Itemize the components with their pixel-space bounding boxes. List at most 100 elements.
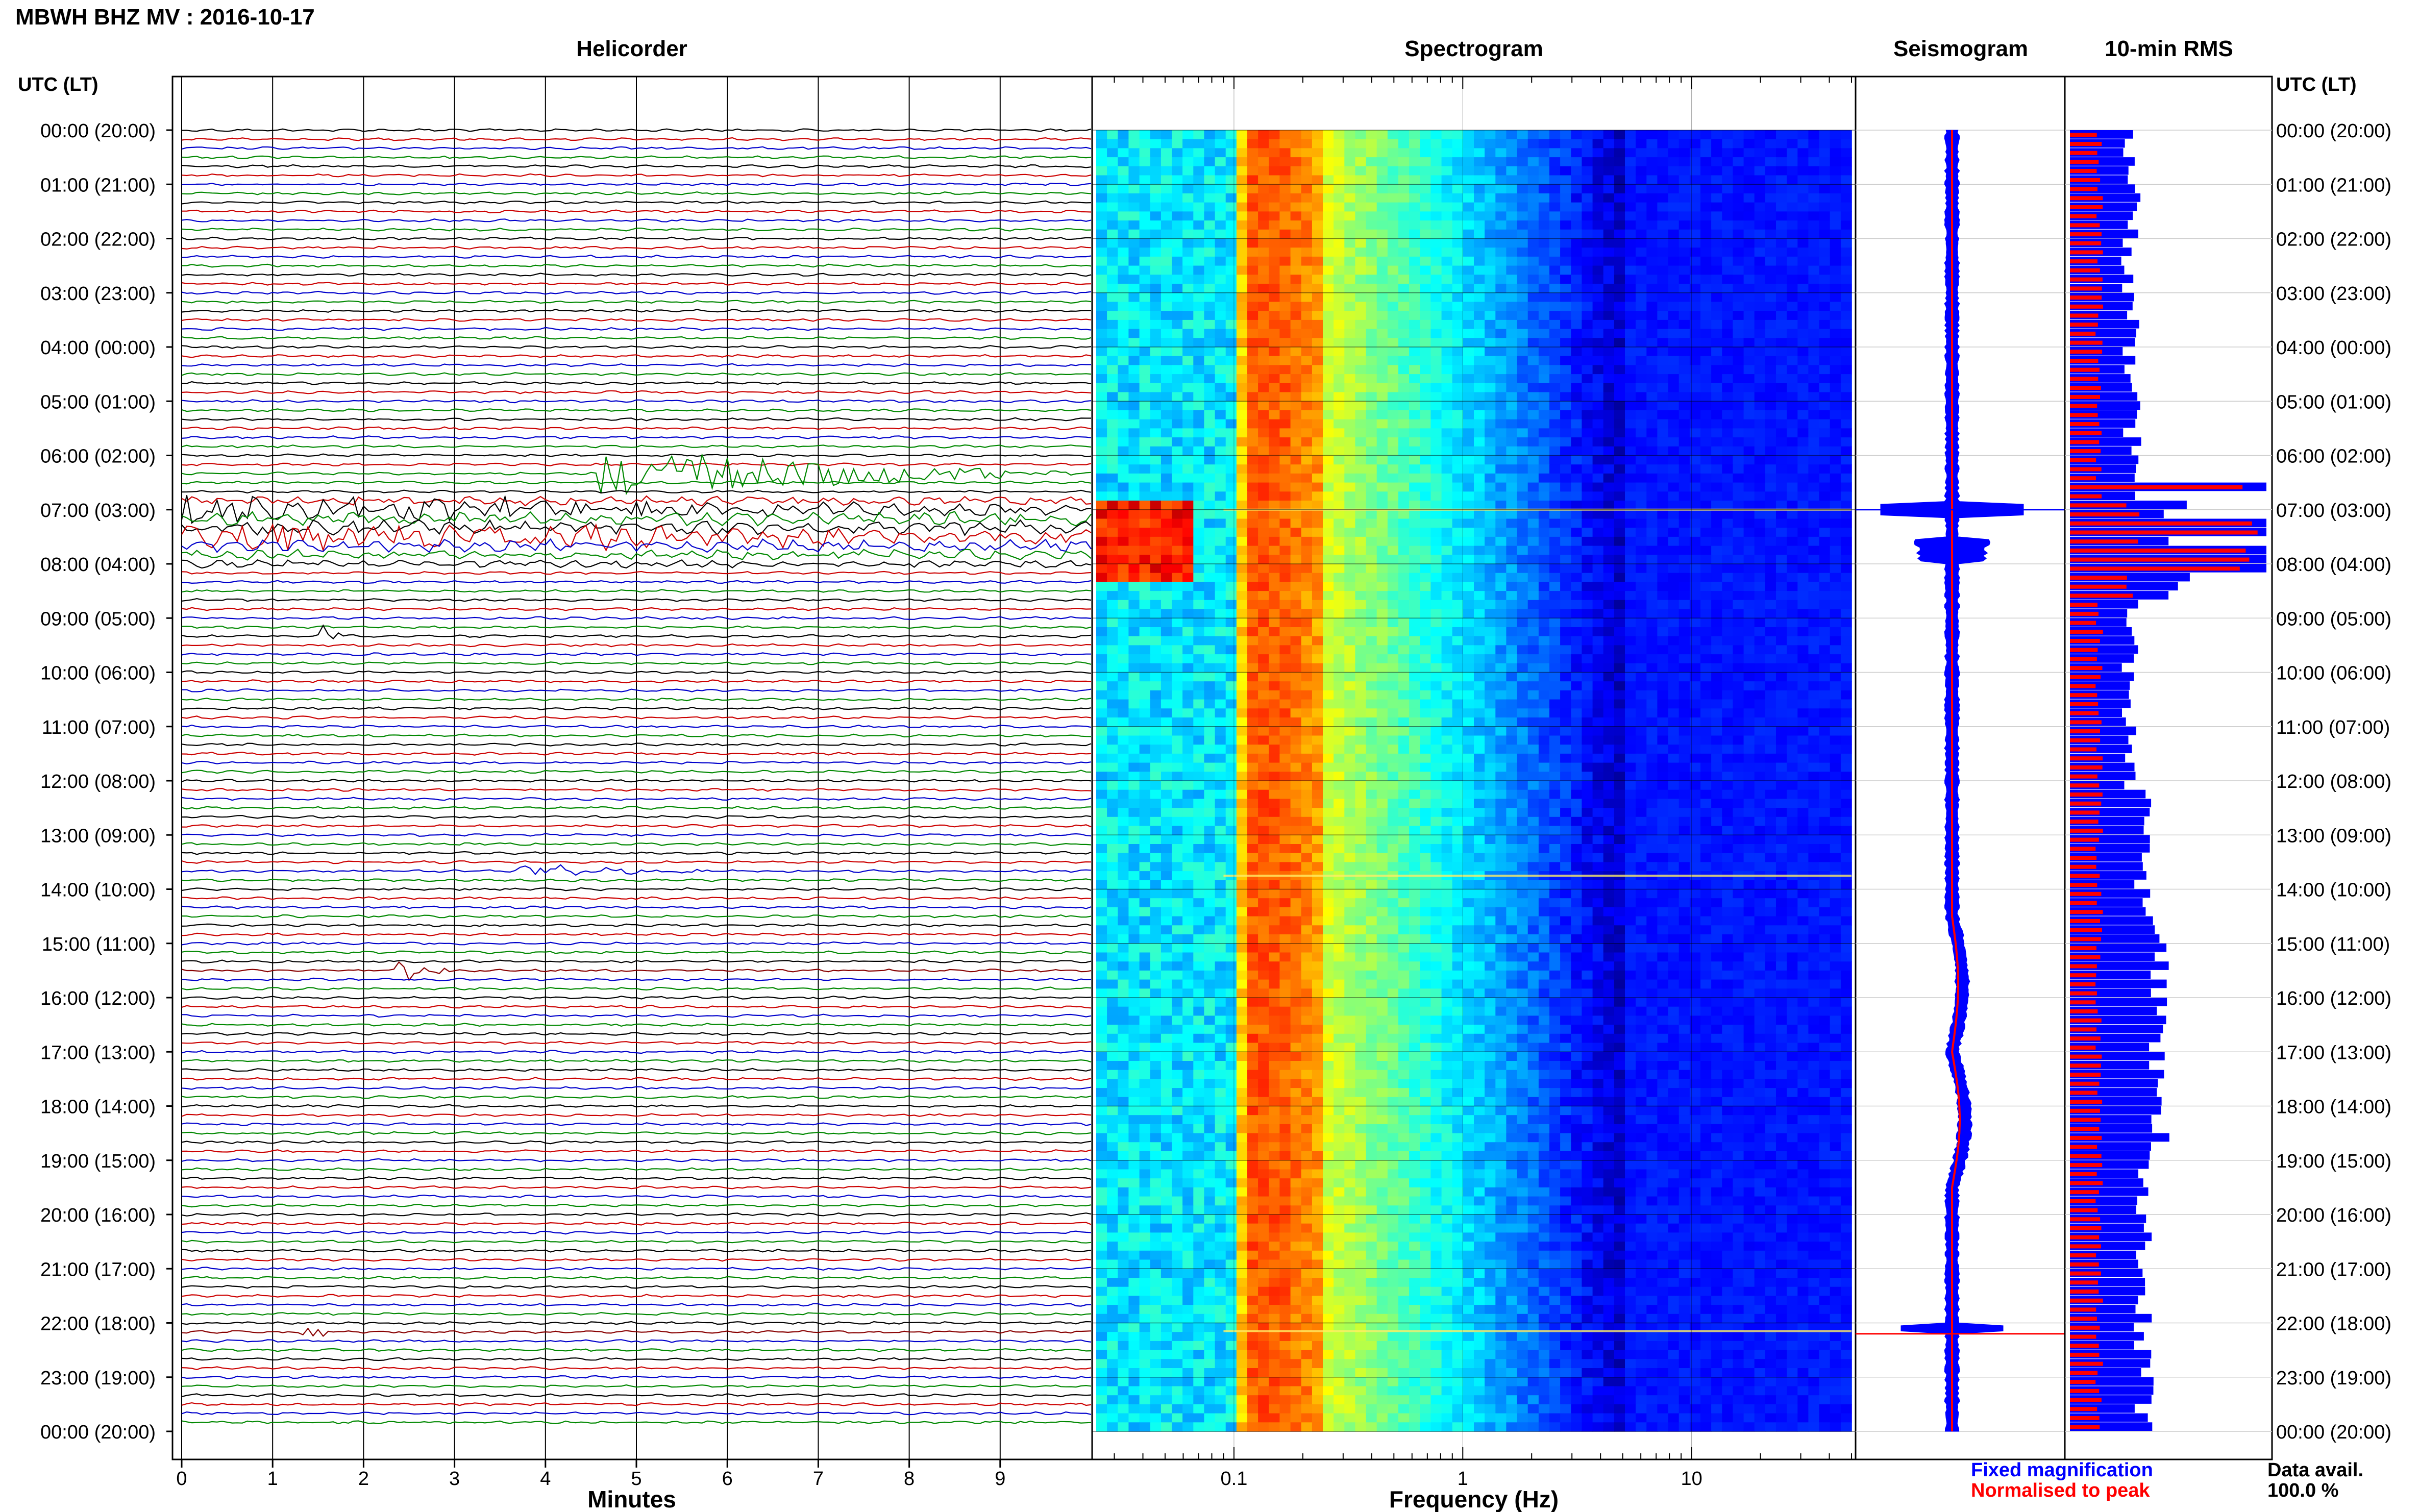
spectrogram-cell [1743,347,1755,357]
spectrogram-cell [1679,708,1690,718]
spectrogram-cell [1312,464,1323,474]
spectrogram-cell [1517,338,1528,348]
spectrogram-cell [1128,220,1140,230]
spectrogram-cell [1538,582,1550,591]
spectrogram-cell [1376,175,1388,185]
spectrogram-cell [1776,546,1787,555]
spectrogram-cell [1204,157,1216,167]
spectrogram-cell [1840,582,1852,591]
spectrogram-cell [1420,202,1431,212]
spectrogram-cell [1107,645,1118,655]
spectrogram-cell [1279,175,1291,185]
spectrogram-cell [1150,518,1162,528]
spectrogram-cell [1182,645,1194,655]
spectrogram-cell [1096,184,1107,194]
spectrogram-cell [1657,464,1669,474]
spectrogram-cell [1636,437,1647,447]
spectrogram-cell [1463,392,1474,402]
spectrogram-cell [1722,256,1734,266]
spectrogram-cell [1797,292,1809,303]
spectrogram-cell [1733,383,1744,393]
spectrogram-cell [1441,491,1453,501]
spectrogram-cell [1754,148,1766,158]
spectrogram-cell [1290,762,1302,772]
spectrogram-cell [1485,437,1496,447]
spectrogram-cell [1215,753,1226,763]
spectrogram-cell [1646,482,1658,492]
spectrogram-cell [1376,356,1388,365]
spectrogram-cell [1225,726,1237,736]
spectrogram-cell [1506,708,1518,718]
spectrogram-cell [1118,536,1129,547]
spectrogram-cell [1549,428,1561,438]
spectrogram-cell [1808,645,1820,655]
spectrogram-cell [1517,627,1528,637]
spectrogram-cell [1840,654,1852,664]
spectrogram-cell [1646,184,1658,194]
spectrogram-cell [1096,329,1107,338]
spectrogram-cell [1334,229,1345,239]
spectrogram-cell [1182,726,1194,736]
spectrogram-cell [1452,347,1464,357]
spectrogram-cell [1614,319,1625,330]
spectrogram-cell [1387,491,1399,501]
spectrogram-cell [1776,392,1787,402]
spectrogram-cell [1398,139,1410,148]
spectrogram-cell [1517,238,1528,248]
spectrogram-cell [1787,265,1798,275]
spectrogram-cell [1603,582,1615,591]
spectrogram-cell [1344,265,1356,275]
spectrogram-cell [1258,518,1269,528]
spectrogram-cell [1495,202,1507,212]
spectrogram-cell [1269,419,1280,429]
spectrogram-cell [1787,292,1798,303]
spectrogram-cell [1689,302,1701,311]
spectrogram-cell [1538,627,1550,637]
spectrogram-cell [1625,374,1636,384]
spectrogram-cell [1797,582,1809,591]
spectrogram-cell [1172,211,1183,221]
spectrogram-cell [1754,311,1766,320]
spectrogram-cell [1592,292,1604,303]
spectrogram-cell [1215,220,1226,230]
spectrogram-cell [1452,573,1464,582]
spectrogram-cell [1236,627,1248,637]
spectrogram-cell [1495,220,1507,230]
spectrogram-cell [1193,564,1205,574]
spectrogram-cell [1204,374,1216,384]
spectrogram-cell [1614,374,1625,384]
spectrogram-cell [1204,193,1216,203]
spectrogram-cell [1722,148,1734,158]
spectrogram-cell [1787,509,1798,519]
spectrogram-cell [1830,329,1841,338]
spectrogram-cell [1290,401,1302,411]
spectrogram-cell [1657,130,1669,140]
spectrogram-cell [1754,482,1766,492]
spectrogram-cell [1150,672,1162,682]
spectrogram-cell [1301,636,1313,646]
spectrogram-cell [1549,726,1561,736]
spectrogram-cell [1107,311,1118,320]
spectrogram-cell [1733,374,1744,384]
spectrogram-cell [1312,681,1323,691]
spectrogram-cell [1538,428,1550,438]
spectrogram-cell [1840,193,1852,203]
spectrogram-cell [1625,582,1636,591]
spectrogram-cell [1247,365,1258,375]
spectrogram-cell [1668,753,1680,763]
spectrogram-cell [1625,319,1636,330]
spectrogram-cell [1441,618,1453,628]
spectrogram-cell [1592,501,1604,510]
spectrogram-cell [1387,528,1399,537]
spectrogram-cell [1538,681,1550,691]
spectrogram-cell [1150,654,1162,664]
spectrogram-cell [1161,410,1172,420]
spectrogram-cell [1743,654,1755,664]
spectrogram-cell [1495,690,1507,700]
spectrogram-cell [1258,509,1269,519]
spectrogram-cell [1150,130,1162,140]
spectrogram-cell [1819,356,1831,365]
spectrogram-cell [1689,338,1701,348]
spectrogram-cell [1679,265,1690,275]
spectrogram-cell [1657,627,1669,637]
